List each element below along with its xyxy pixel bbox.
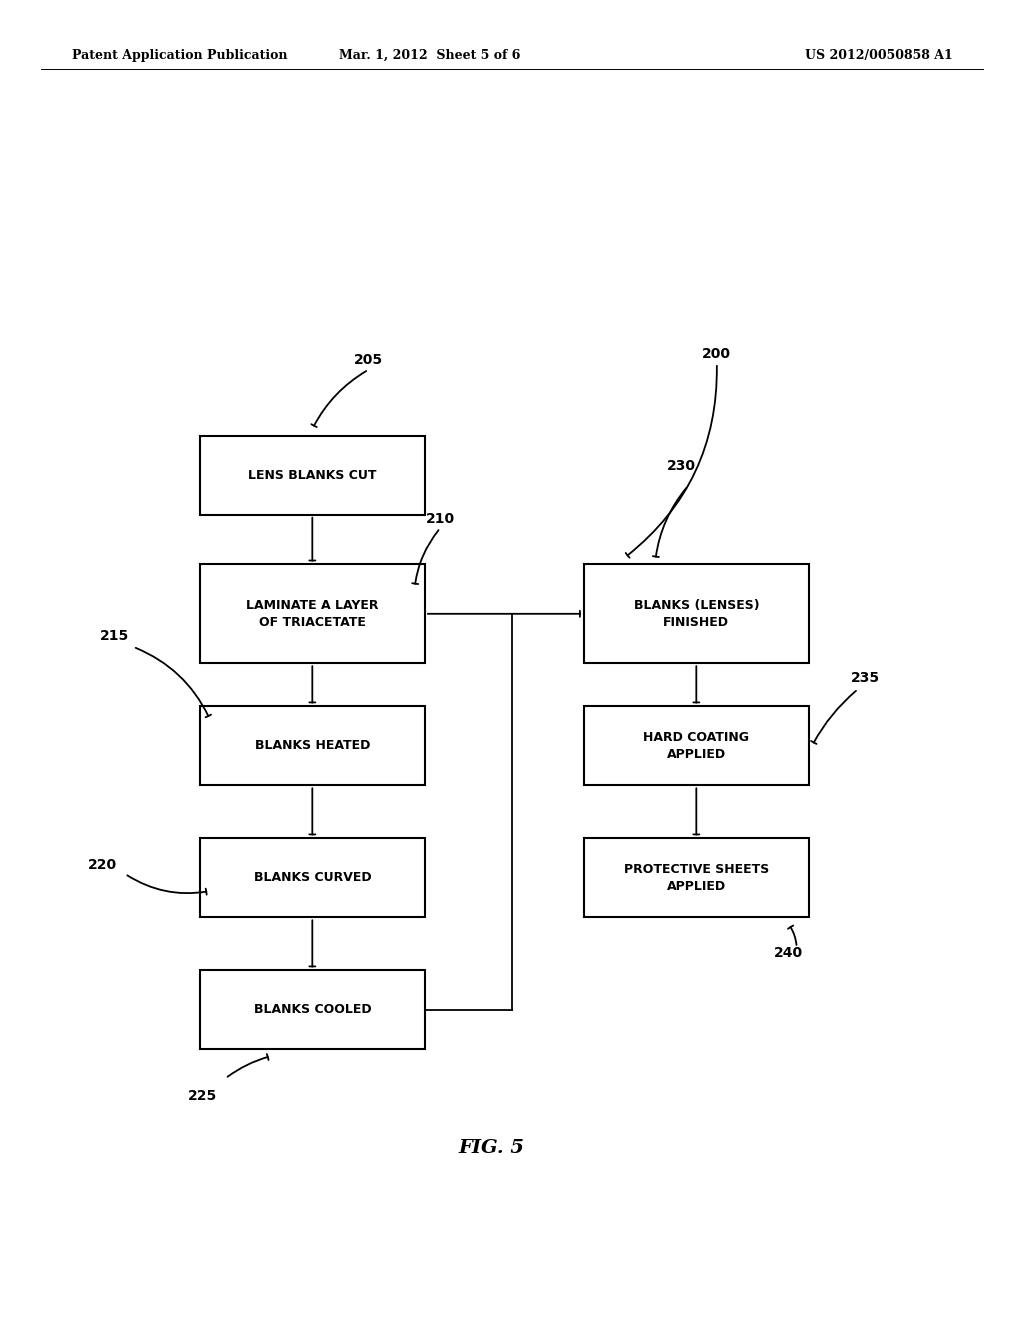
Bar	[200, 970, 425, 1049]
Bar	[584, 565, 809, 663]
Text: 210: 210	[426, 512, 455, 525]
Text: 230: 230	[667, 459, 695, 473]
Bar	[200, 436, 425, 515]
Text: LENS BLANKS CUT: LENS BLANKS CUT	[248, 469, 377, 482]
Bar	[584, 838, 809, 917]
Bar	[200, 838, 425, 917]
Text: BLANKS COOLED: BLANKS COOLED	[254, 1003, 371, 1016]
Text: 220: 220	[88, 858, 117, 871]
Text: 225: 225	[188, 1089, 217, 1102]
Text: BLANKS HEATED: BLANKS HEATED	[255, 739, 370, 752]
Text: HARD COATING
APPLIED: HARD COATING APPLIED	[643, 731, 750, 760]
Text: 240: 240	[774, 946, 803, 960]
Text: BLANKS CURVED: BLANKS CURVED	[254, 871, 371, 884]
Text: 200: 200	[702, 347, 731, 360]
Bar	[200, 706, 425, 785]
Bar	[200, 565, 425, 663]
Text: LAMINATE A LAYER
OF TRIACETATE: LAMINATE A LAYER OF TRIACETATE	[246, 599, 379, 628]
Text: BLANKS (LENSES)
FINISHED: BLANKS (LENSES) FINISHED	[634, 599, 759, 628]
Text: 205: 205	[354, 354, 383, 367]
Text: Patent Application Publication: Patent Application Publication	[72, 49, 287, 62]
Text: Mar. 1, 2012  Sheet 5 of 6: Mar. 1, 2012 Sheet 5 of 6	[339, 49, 521, 62]
Text: 215: 215	[100, 630, 129, 643]
Text: 235: 235	[851, 672, 880, 685]
Text: US 2012/0050858 A1: US 2012/0050858 A1	[805, 49, 952, 62]
Bar	[584, 706, 809, 785]
Text: PROTECTIVE SHEETS
APPLIED: PROTECTIVE SHEETS APPLIED	[624, 863, 769, 892]
Text: FIG. 5: FIG. 5	[459, 1139, 524, 1158]
